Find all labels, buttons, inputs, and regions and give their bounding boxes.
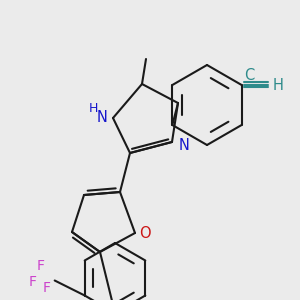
Text: H: H	[272, 77, 283, 92]
Text: O: O	[139, 226, 151, 241]
Text: N: N	[178, 139, 189, 154]
Text: F: F	[29, 275, 37, 290]
Text: H: H	[88, 101, 98, 115]
Text: N: N	[97, 110, 107, 125]
Text: C: C	[244, 68, 255, 82]
Text: F: F	[37, 260, 45, 274]
Text: F: F	[43, 281, 51, 296]
